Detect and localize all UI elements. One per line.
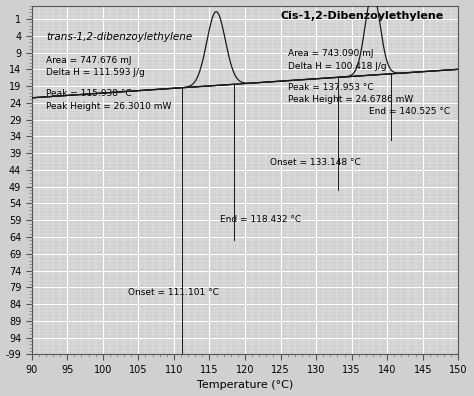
Text: Onset = 133.148 °C: Onset = 133.148 °C (270, 158, 361, 167)
Text: Area = 747.676 mJ
Delta H = 111.593 J/g: Area = 747.676 mJ Delta H = 111.593 J/g (46, 56, 145, 77)
Text: Cis-1,2-Dibenzoylethylene: Cis-1,2-Dibenzoylethylene (281, 11, 444, 21)
Text: End = 140.525 °C: End = 140.525 °C (369, 107, 450, 116)
Text: End = 118.432 °C: End = 118.432 °C (220, 215, 301, 224)
Text: Peak = 137.953 °C
Peak Height = 24.6786 mW: Peak = 137.953 °C Peak Height = 24.6786 … (288, 83, 413, 104)
Text: Onset = 111.101 °C: Onset = 111.101 °C (128, 288, 219, 297)
Text: trans-1,2-dibenzoylethylene: trans-1,2-dibenzoylethylene (46, 32, 192, 42)
Text: Area = 743.090 mJ
Delta H = 100.418 J/g: Area = 743.090 mJ Delta H = 100.418 J/g (288, 49, 386, 70)
X-axis label: Temperature (°C): Temperature (°C) (197, 381, 293, 390)
Text: Peak = 115.938 °C
Peak Height = 26.3010 mW: Peak = 115.938 °C Peak Height = 26.3010 … (46, 89, 171, 111)
